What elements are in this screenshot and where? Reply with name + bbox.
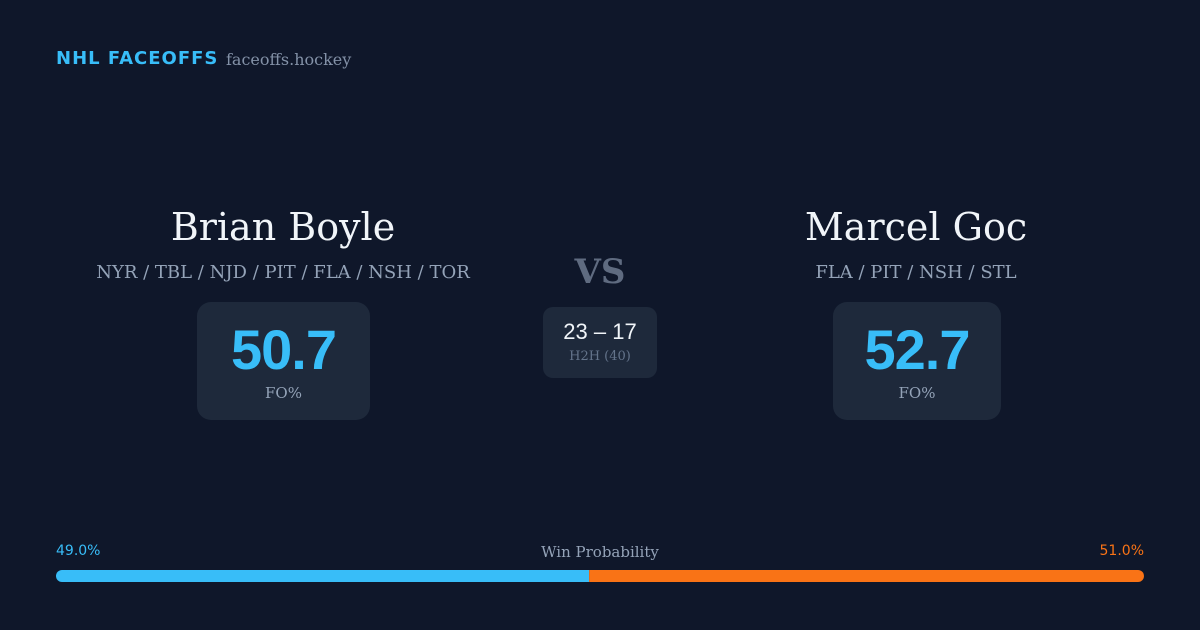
player-teams: FLA / PIT / NSH / STL (815, 262, 1017, 283)
h2h-card: 23 – 17 H2H (40) (543, 307, 657, 378)
vs-label: VS (574, 252, 626, 292)
fo-pct: 52.7 (864, 318, 971, 381)
win-prob-right: 51.0% (1099, 543, 1144, 559)
win-prob-segment (589, 570, 1144, 582)
player-teams: NYR / TBL / NJD / PIT / FLA / NSH / TOR (96, 262, 470, 283)
win-prob-left: 49.0% (56, 543, 101, 559)
h2h-score: 23 – 17 (563, 319, 637, 344)
win-prob-bar (56, 570, 1144, 582)
fo-label: FO% (265, 384, 302, 402)
player-name: Marcel Goc (804, 205, 1028, 249)
fo-card: 52.7 FO% (833, 302, 1001, 420)
brand-title: NHL FACEOFFS (56, 48, 219, 69)
fo-label: FO% (898, 384, 936, 402)
fo-pct: 50.7 (231, 318, 337, 381)
site-name: faceoffs.hockey (226, 50, 352, 69)
fo-card: 50.7 FO% (197, 302, 370, 420)
win-prob-label: Win Probability (541, 543, 659, 561)
player-name: Brian Boyle (170, 205, 396, 249)
h2h-label: H2H (40) (569, 349, 631, 364)
win-prob-segment (56, 570, 590, 582)
